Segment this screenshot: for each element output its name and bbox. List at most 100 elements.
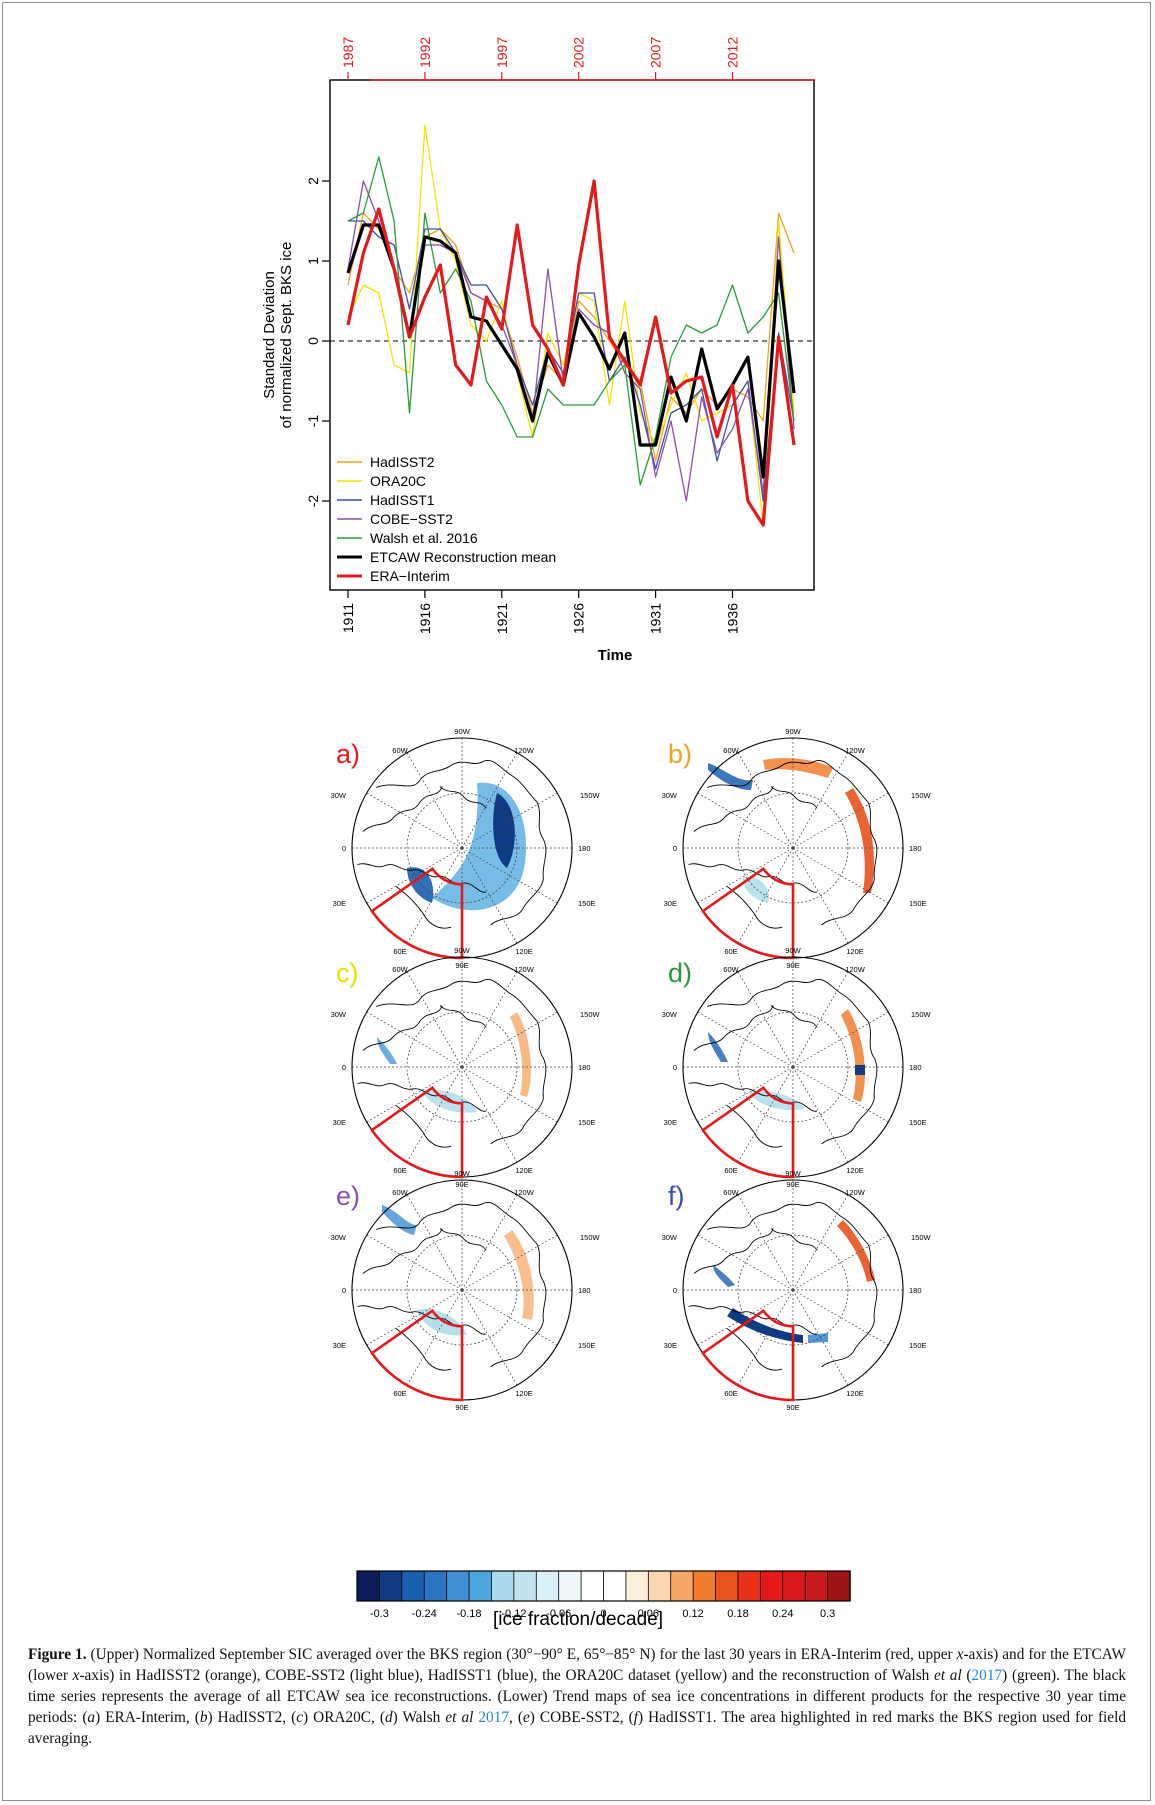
coastline [693,1005,774,1051]
map-coordinate-label: 60W [723,746,739,755]
caption-label: Figure 1. [28,1646,87,1663]
trend-shading [382,1205,417,1235]
map-coordinate-label: 60E [393,1389,406,1398]
caption-text: -axis) and for the ETCAW (lower [28,1646,1126,1684]
map-coordinate-label: 120E [846,947,864,956]
colorbar-tick-label: 0.12 [682,1608,703,1620]
time-series-chart: 1911 1916 1921 1926 1931 1936 1987 1992 1997 2002… [261,37,815,664]
map-coordinate-label: 90W [454,727,470,736]
map-coordinate-label: 30E [664,1118,677,1127]
caption-text: ) ORA20C, ( [303,1709,385,1726]
bks-region-outline [370,1085,464,1179]
caption-italic: d [384,1709,393,1726]
legend-label: COBE−SST2 [370,511,453,527]
citation-link[interactable]: 2017 [971,1667,1003,1684]
map-coordinate-label: 120E [846,1166,864,1175]
trend-shading [841,1009,865,1102]
map-coordinate-label: 120W [845,746,866,755]
latitude-circle [737,792,849,904]
map-coordinate-label: 30E [664,1341,677,1350]
caption-italic: et al [445,1709,474,1726]
map-coordinate-label: 30E [333,1118,346,1127]
trend-shading [727,1308,803,1343]
meridian [406,1289,463,1386]
meridian [792,1194,849,1291]
meridian [792,971,849,1068]
caption-italic: a [87,1709,96,1726]
coastline [439,1005,487,1028]
colorbar-tick-label: 0.24 [772,1608,793,1620]
meridian [406,1066,463,1163]
caption-text: , ( [508,1709,523,1726]
latitude-circle [406,792,518,904]
citation-link[interactable]: 2017 [478,1709,509,1726]
map-coordinate-label: 180 [909,1286,922,1295]
colorbar-swatch [535,1570,560,1602]
map-coordinate-label: 90W [454,946,470,955]
map-coordinate-label: 180 [578,1063,591,1072]
colorbar-swatch [715,1570,739,1602]
y-tick-label: 1 [305,257,321,265]
colorbar-tick-label: 0.18 [727,1608,748,1620]
colorbar-tick-label: 0 [600,1608,606,1620]
map-coordinate-label: 180 [578,844,591,853]
map-coordinate-label: 150E [578,1118,596,1127]
coastline [362,786,443,832]
map-coordinate-label: 180 [578,1286,591,1295]
panel-label: c) [336,958,359,988]
colorbar-swatch [356,1570,381,1602]
legend-label: HadISST2 [370,454,435,470]
map-coordinate-label: 150E [909,1341,927,1350]
map-coordinate-label: 90E [786,1403,799,1412]
map-coordinate-label: 180 [909,1063,922,1072]
y-axis-label-line2: of normalized Sept. BKS ice [278,242,295,429]
trend-shading [845,788,874,893]
coastline [770,1228,818,1251]
trend-shading [808,1333,828,1343]
colorbar-swatch [401,1570,425,1602]
upper-x-tick-label: 2012 [724,37,740,68]
map-coordinate-label: 30W [331,791,347,800]
map-coordinate-label: 30W [662,791,678,800]
trend-shading [713,1265,735,1287]
x-axis-label: Time [598,647,633,664]
bks-region-outline [701,1308,795,1402]
panel-label: e) [336,1181,360,1211]
map-coordinate-label: 120E [515,1166,533,1175]
map-coordinate-label: 30W [331,1010,347,1019]
meridian [697,847,794,904]
map-coordinate-label: 30E [333,899,346,908]
colorbar-swatch [759,1570,784,1602]
colorbar: -0.3 -0.24 -0.18 -0.12 -0.06 0 0.06 0.12 0.18 0.2… [356,1570,851,1630]
x-tick-label: 1911 [340,603,356,633]
map-coordinate-label: 150E [578,899,596,908]
caption-italic: e [522,1709,530,1726]
coastline [693,786,774,832]
coastline [726,1105,783,1148]
map-coordinate-label: 90W [785,946,801,955]
colorbar-tick-label: -0.3 [370,1608,389,1620]
coastline [395,1328,452,1371]
map-coordinate-label: 150E [909,899,927,908]
caption-text: ) COBE-SST2, ( [529,1709,634,1726]
caption-italic: x [956,1646,964,1663]
map-coordinate-label: 180 [909,844,922,853]
panel-label: d) [668,958,692,988]
coastline [726,1328,783,1371]
latitude-circle [737,1234,849,1346]
map-coordinate-label: 30E [333,1341,346,1350]
map-coordinate-label: 60W [392,746,408,755]
map-coordinate-label: 150E [909,1118,927,1127]
caption-text: -axis) in HadISST2 (orange), COBE-SST2 (… [79,1667,935,1684]
colorbar-swatch [379,1570,403,1602]
colorbar-swatch [782,1570,806,1602]
trend-shading [837,1220,875,1282]
map-coordinate-label: 60E [724,1389,737,1398]
meridian [461,971,518,1068]
colorbar-swatch [827,1570,851,1602]
coastline [693,1228,774,1274]
map-coordinate-label: 30W [662,1010,678,1019]
map-coordinate-label: 120E [515,947,533,956]
